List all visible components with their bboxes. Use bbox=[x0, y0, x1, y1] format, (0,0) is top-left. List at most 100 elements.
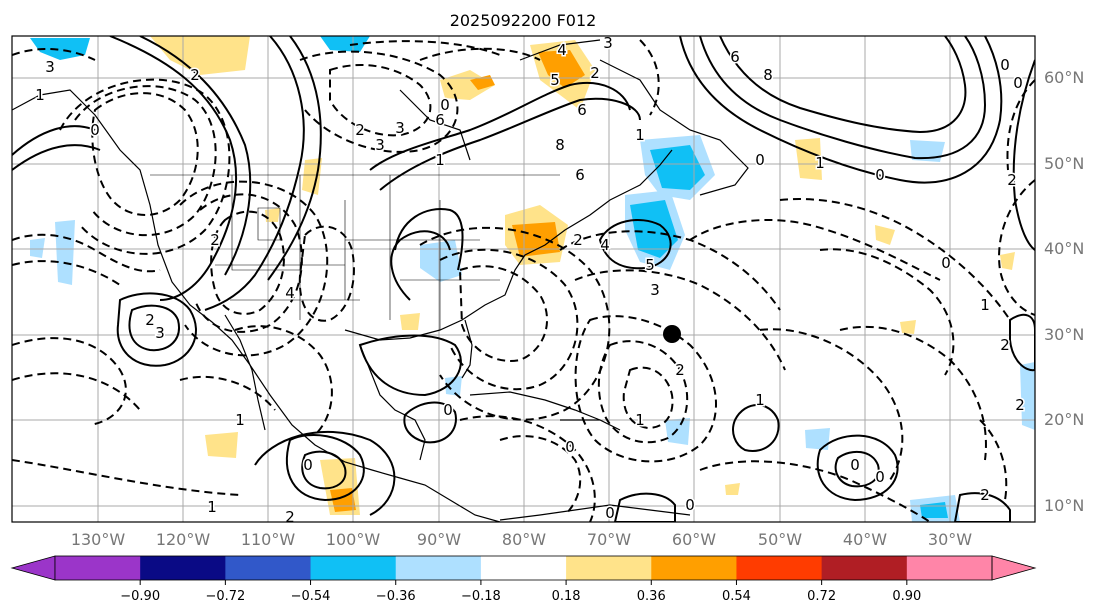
contour-value-label: 0 bbox=[850, 456, 860, 474]
contour-value-label: 2 bbox=[590, 64, 600, 82]
lat-label: 60°N bbox=[1044, 68, 1084, 87]
lon-label: 60°W bbox=[672, 530, 716, 549]
lon-label: 50°W bbox=[758, 530, 802, 549]
contour-value-label: 8 bbox=[763, 66, 773, 84]
contour-value-label: 5 bbox=[645, 256, 655, 274]
contour-value-label: 2 bbox=[675, 361, 685, 379]
contour-value-label: 1 bbox=[435, 151, 445, 169]
contour-value-label: 5 bbox=[550, 71, 560, 89]
coastlines bbox=[12, 39, 749, 522]
colorbar-tick-label: −0.72 bbox=[205, 589, 245, 604]
contour-value-label: 4 bbox=[285, 284, 295, 302]
contour-value-label: 0 bbox=[440, 96, 450, 114]
figure-title: 2025092200 F012 bbox=[450, 11, 597, 30]
lat-label: 20°N bbox=[1044, 410, 1084, 429]
contour-value-label: 0 bbox=[685, 496, 695, 514]
lon-label: 80°W bbox=[502, 530, 546, 549]
contour-value-label: 3 bbox=[650, 281, 660, 299]
contour-value-label: 2 bbox=[1000, 336, 1010, 354]
contour-value-label: 0 bbox=[565, 438, 575, 456]
contour-value-label: 1 bbox=[980, 296, 990, 314]
latitude-labels: 60°N 50°N 40°N 30°N 20°N 10°N bbox=[1044, 68, 1084, 515]
negative-contours bbox=[12, 39, 1035, 522]
contour-value-label: 3 bbox=[45, 58, 55, 76]
lat-label: 30°N bbox=[1044, 325, 1084, 344]
lat-label: 10°N bbox=[1044, 496, 1084, 515]
colorbar-tick-label: 0.18 bbox=[552, 589, 581, 604]
contour-value-label: 6 bbox=[730, 48, 740, 66]
lon-label: 100°W bbox=[326, 530, 381, 549]
graticule-grid bbox=[12, 36, 1035, 522]
contour-value-label: 6 bbox=[577, 101, 587, 119]
contour-value-label: 0 bbox=[875, 166, 885, 184]
positive-contours bbox=[12, 36, 1035, 522]
contour-value-label: 1 bbox=[635, 126, 645, 144]
lon-label: 120°W bbox=[156, 530, 211, 549]
contour-value-label: 2 bbox=[573, 231, 583, 249]
colorbar: −0.90 −0.72 −0.54 −0.36 −0.18 0.18 0.36 0.54 0.7… bbox=[10, 555, 1037, 604]
contour-value-label: 3 bbox=[375, 136, 385, 154]
contour-value-label: 0 bbox=[875, 468, 885, 486]
contour-value-label: 1 bbox=[815, 154, 825, 172]
lon-label: 40°W bbox=[843, 530, 887, 549]
lon-label: 30°W bbox=[928, 530, 972, 549]
contour-value-label: 0 bbox=[605, 504, 615, 522]
contour-value-label: 0 bbox=[755, 151, 765, 169]
contour-value-label: 0 bbox=[1000, 56, 1010, 74]
contour-value-label: 6 bbox=[435, 111, 445, 129]
lat-label: 40°N bbox=[1044, 239, 1084, 258]
contour-value-label: 2 bbox=[355, 121, 365, 139]
colorbar-tick-label: −0.90 bbox=[120, 589, 160, 604]
contour-value-label: 3 bbox=[155, 324, 165, 342]
contour-value-label: 2 bbox=[980, 486, 990, 504]
contour-value-label: 8 bbox=[555, 136, 565, 154]
lon-label: 130°W bbox=[71, 530, 126, 549]
contour-value-label: 2 bbox=[190, 66, 200, 84]
contour-value-label: 1 bbox=[207, 498, 217, 516]
contour-value-label: 1 bbox=[35, 86, 45, 104]
colorbar-segment bbox=[55, 556, 141, 580]
contour-value-label: 4 bbox=[557, 41, 567, 59]
colorbar-tick-label: 0.90 bbox=[892, 589, 921, 604]
colorbar-segment bbox=[310, 556, 397, 580]
colorbar-tick-label: −0.36 bbox=[376, 589, 416, 604]
colorbar-segment bbox=[395, 556, 482, 580]
contour-value-label: 1 bbox=[755, 391, 765, 409]
colorbar-segment bbox=[140, 556, 226, 580]
contour-value-label: 6 bbox=[575, 166, 585, 184]
colorbar-segment bbox=[906, 556, 993, 580]
colorbar-tick-label: 0.72 bbox=[807, 589, 836, 604]
colorbar-segment bbox=[480, 556, 567, 580]
lon-label: 90°W bbox=[417, 530, 461, 549]
lon-label: 110°W bbox=[241, 530, 296, 549]
storm-center-marker bbox=[663, 325, 681, 343]
contour-value-label: 3 bbox=[603, 34, 613, 52]
colorbar-segment bbox=[225, 556, 312, 580]
colorbar-segment bbox=[736, 556, 823, 580]
map-frame bbox=[11, 35, 1036, 523]
contour-value-label: 2 bbox=[1015, 396, 1025, 414]
colorbar-over-extension bbox=[991, 555, 1037, 581]
colorbar-tick-label: −0.18 bbox=[461, 589, 501, 604]
colorbar-tick-label: −0.54 bbox=[291, 589, 331, 604]
contour-value-label: 0 bbox=[1013, 74, 1023, 92]
contour-value-label: 0 bbox=[90, 121, 100, 139]
contour-value-label: 1 bbox=[235, 411, 245, 429]
colorbar-segment bbox=[821, 556, 908, 580]
contour-value-label: 0 bbox=[941, 254, 951, 272]
contour-value-label: 2 bbox=[210, 231, 220, 249]
contour-value-label: 2 bbox=[285, 508, 295, 526]
colorbar-segment bbox=[651, 556, 737, 580]
colorbar-frame bbox=[54, 555, 993, 581]
longitude-labels: 130°W 120°W 110°W 100°W 90°W 80°W 70°W 6… bbox=[71, 530, 972, 549]
contour-value-label: 4 bbox=[600, 236, 610, 254]
lon-label: 70°W bbox=[587, 530, 631, 549]
colorbar-under-extension bbox=[10, 555, 56, 581]
contour-value-label: 0 bbox=[303, 456, 313, 474]
contour-value-label: 3 bbox=[395, 119, 405, 137]
colorbar-segment bbox=[566, 556, 652, 580]
contour-value-label: 0 bbox=[443, 401, 453, 419]
